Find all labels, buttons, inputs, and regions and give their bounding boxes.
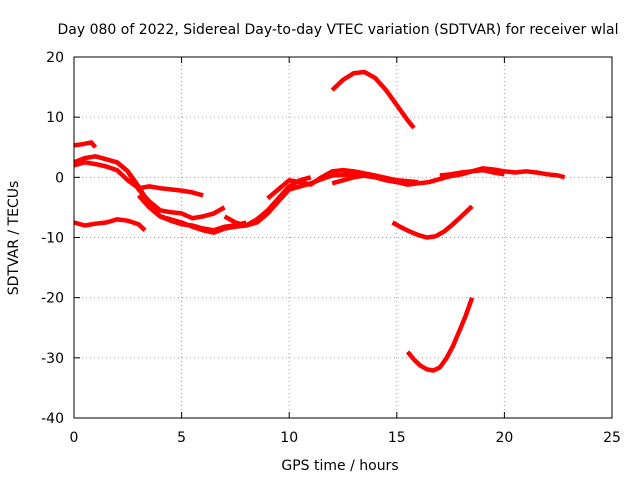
x-axis-label: GPS time / hours bbox=[281, 458, 398, 474]
y-tick-label: 0 bbox=[55, 170, 64, 186]
series-arc-10 bbox=[331, 173, 419, 187]
y-tick-label: -40 bbox=[41, 411, 64, 427]
series-arc-11 bbox=[391, 204, 474, 240]
series-arc-13 bbox=[418, 166, 566, 186]
y-tick-label: 20 bbox=[46, 50, 64, 66]
grid bbox=[74, 57, 612, 418]
y-tick-label: -30 bbox=[41, 351, 64, 367]
y-axis-label: SDTVAR / TECUs bbox=[6, 181, 22, 296]
chart-title: Day 080 of 2022, Sidereal Day-to-day VTE… bbox=[57, 22, 618, 38]
series-arc-1 bbox=[73, 217, 147, 232]
x-tick-label: 20 bbox=[495, 430, 513, 446]
series-arc-9 bbox=[330, 69, 416, 130]
x-tick-label: 0 bbox=[70, 430, 79, 446]
data-series bbox=[73, 69, 566, 373]
x-tick-label: 25 bbox=[603, 430, 621, 446]
series-arc-14 bbox=[439, 167, 505, 178]
series-arc-2 bbox=[73, 140, 98, 149]
y-tick-label: 10 bbox=[46, 110, 64, 126]
x-tick-label: 10 bbox=[280, 430, 298, 446]
x-tick-label: 15 bbox=[388, 430, 406, 446]
y-tick-label: -10 bbox=[41, 231, 64, 247]
axis-ticks: 0 5 10 15 20 25 -40 -30 -20 -10 0 10 20 bbox=[41, 50, 621, 446]
x-tick-label: 5 bbox=[177, 430, 186, 446]
y-tick-label: -20 bbox=[41, 291, 64, 307]
series-arc-12 bbox=[405, 296, 475, 373]
